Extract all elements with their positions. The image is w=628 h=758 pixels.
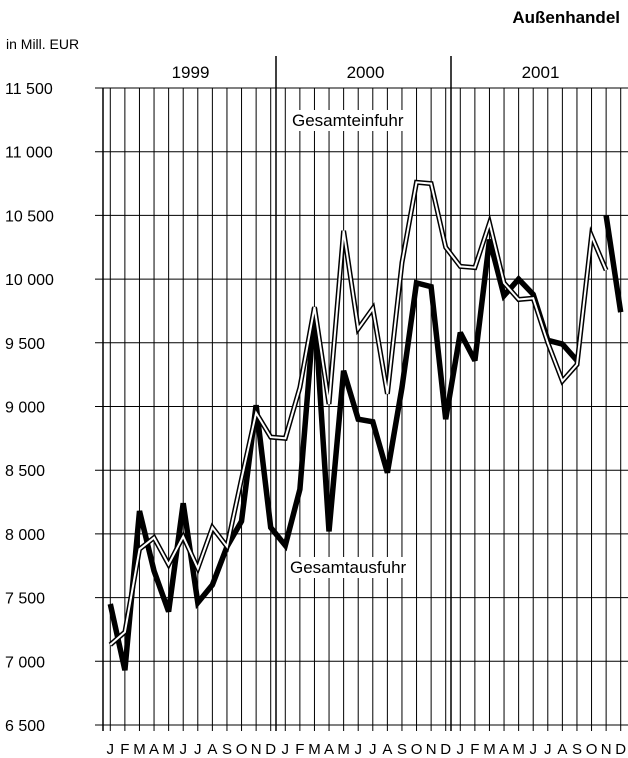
x-tick-label: M <box>337 741 350 758</box>
x-tick-label: F <box>120 741 129 758</box>
series-line-gesamtausfuhr <box>107 214 624 671</box>
x-tick-label: S <box>222 741 232 758</box>
x-tick-label: A <box>149 741 159 758</box>
x-tick-label: D <box>615 741 626 758</box>
y-axis: 6 500 7 000 7 500 8 000 8 500 9 000 9 500 10 00… <box>5 81 104 735</box>
y-tick-label: 8 000 <box>5 527 45 544</box>
x-tick-label: M <box>133 741 146 758</box>
x-tick-label: O <box>236 741 248 758</box>
x-tick-label: J <box>194 741 202 758</box>
y-tick-label: 6 500 <box>5 718 45 735</box>
x-tick-label: M <box>483 741 496 758</box>
chart-title: Außenhandel <box>512 8 620 27</box>
x-tick-label: A <box>499 741 509 758</box>
y-tick-label: 10 500 <box>5 208 54 225</box>
x-tick-label: J <box>179 741 187 758</box>
x-tick-label: O <box>586 741 598 758</box>
y-axis-unit: in Mill. EUR <box>6 36 80 52</box>
x-tick-label: F <box>470 741 479 758</box>
x-tick-label: N <box>426 741 437 758</box>
y-tick-label: 11 000 <box>5 145 53 162</box>
x-tick-label: J <box>354 741 362 758</box>
x-tick-label: D <box>440 741 451 758</box>
x-tick-label: S <box>397 741 407 758</box>
y-tick-label: 7 000 <box>5 654 45 671</box>
x-tick-label: J <box>282 741 290 758</box>
year-label: 1999 <box>172 63 210 82</box>
x-tick-label: A <box>557 741 567 758</box>
annotation-background <box>289 110 407 131</box>
y-tick-label: 9 000 <box>5 400 45 417</box>
y-tick-label: 7 500 <box>5 591 45 608</box>
series-line-gesamteinfuhr <box>109 181 608 646</box>
year-label: 2001 <box>522 63 560 82</box>
x-tick-label: J <box>544 741 552 758</box>
x-tick-label: M <box>512 741 525 758</box>
y-tick-label: 9 500 <box>5 336 45 353</box>
x-tick-label: M <box>162 741 175 758</box>
x-tick-label: N <box>251 741 262 758</box>
x-tick-label: A <box>324 741 334 758</box>
x-tick-label: M <box>308 741 321 758</box>
y-tick-label: 11 500 <box>5 81 53 98</box>
x-tick-label: J <box>369 741 377 758</box>
grid-lines <box>95 56 628 731</box>
y-tick-label: 10 000 <box>5 272 54 289</box>
x-tick-label: J <box>107 741 115 758</box>
year-label: 2000 <box>347 63 385 82</box>
annotation-gesamteinfuhr: Gesamteinfuhr <box>292 111 404 130</box>
y-tick-label: 8 500 <box>5 463 45 480</box>
annotation-background <box>287 557 410 578</box>
x-tick-label: A <box>207 741 217 758</box>
x-tick-label: S <box>572 741 582 758</box>
x-tick-label: A <box>382 741 392 758</box>
x-tick-label: J <box>457 741 465 758</box>
series-group <box>107 179 624 671</box>
x-tick-label: F <box>295 741 304 758</box>
annotation-gesamtausfuhr: Gesamtausfuhr <box>290 558 407 577</box>
x-tick-label: D <box>265 741 276 758</box>
x-tick-label: J <box>529 741 537 758</box>
x-tick-label: O <box>411 741 423 758</box>
x-tick-label: N <box>601 741 612 758</box>
